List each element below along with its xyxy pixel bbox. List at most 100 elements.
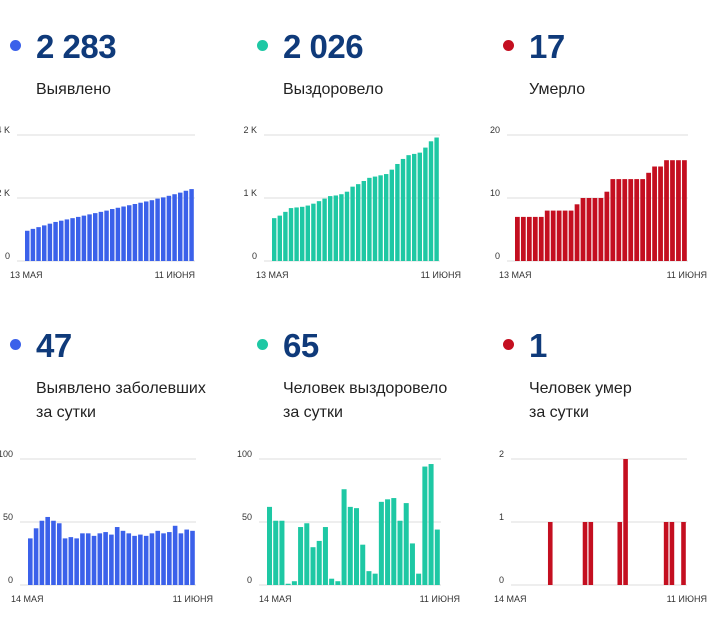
bar [538,216,544,261]
chart-deaths-daily: 0 1 2 14 МАЯ 11 ИЮНЯ [494,449,707,604]
bar [138,202,143,261]
bar [267,506,273,585]
chart-detected-total: 0 2 K 4 K 13 МАЯ 11 ИЮНЯ [0,125,195,280]
bar [115,207,121,261]
bar [97,533,103,585]
bar [322,198,327,261]
bar [178,192,183,261]
chart-detected-daily: 0 50 100 14 МАЯ 11 ИЮНЯ [0,449,213,604]
recovered-daily-dot [257,339,268,350]
bar [574,204,580,261]
bar [311,203,316,261]
bar [532,216,538,261]
bar [33,528,39,585]
bar [166,195,172,261]
bar [562,210,568,261]
bar [121,206,126,261]
bar [341,489,347,585]
bar [670,160,675,261]
bar [329,578,335,585]
recovered-daily-label-line: Человек выздоровело [283,380,448,397]
bar [70,218,75,261]
bar [91,535,97,585]
bar [138,534,143,585]
bar [59,220,64,261]
bar [378,175,383,261]
died-daily-dot [503,339,514,350]
chart-recovered-daily: 0 50 100 14 МАЯ 11 ИЮНЯ [237,449,460,604]
bar [389,169,394,261]
bar [272,218,277,261]
y-tick-label: 4 K [0,125,10,135]
bar [406,155,411,261]
died-label-line: Умерло [529,81,586,98]
bar [283,211,288,261]
bar [616,179,622,261]
y-tick-label: 1 K [243,188,257,198]
bar [109,534,114,585]
bar [328,196,333,261]
bar [622,179,628,261]
bar [397,520,403,585]
bar [681,522,686,585]
bar [172,525,178,585]
x-end-label: 11 ИЮНЯ [420,594,460,604]
bar [30,228,36,261]
bar [36,227,41,261]
recovered-daily-label-line: за сутки [283,404,343,421]
bar [652,166,657,261]
detected-daily-value: 47 [36,327,72,364]
bar [68,537,74,585]
bar [167,532,172,585]
bar [422,466,428,585]
bar [74,538,79,585]
bar [322,527,328,585]
bar [434,529,440,585]
bar [547,522,553,585]
y-tick-label: 0 [252,251,257,261]
bar [367,177,372,261]
y-tick-label: 2 K [243,125,257,135]
bar [515,216,520,261]
bar [417,152,422,261]
bar [664,160,669,261]
bar [87,214,92,261]
bar [568,210,574,261]
x-start-label: 13 МАЯ [10,270,43,280]
recovered-label-line: Выздоровело [283,81,384,98]
bar [93,213,98,261]
bar [676,160,681,261]
bar [400,158,406,261]
detected-daily-dot [10,339,21,350]
died-daily-value: 1 [529,327,547,364]
bar [333,195,338,261]
bar [42,225,47,261]
bar [127,205,132,261]
bar [592,198,598,261]
bar [298,527,304,585]
y-tick-label: 1 [499,512,504,522]
bar [663,522,669,585]
y-tick-label: 0 [499,575,504,585]
bar [544,210,550,261]
bar [288,208,294,261]
y-tick-label: 0 [5,251,10,261]
bar [412,153,417,261]
bar [184,529,190,585]
bar [178,533,184,585]
bar [395,163,400,261]
bar [53,221,58,261]
bar [409,543,415,585]
bar [520,216,526,261]
bar [47,223,53,261]
y-tick-label: 10 [490,188,500,198]
bar [428,464,434,585]
died-daily-label-line: за сутки [529,404,589,421]
bar [304,523,310,585]
y-tick-label: 0 [8,575,13,585]
recovered-value: 2 026 [283,28,364,65]
bar [114,527,120,585]
bar [56,523,62,585]
bar [360,544,366,585]
bar [39,520,45,585]
